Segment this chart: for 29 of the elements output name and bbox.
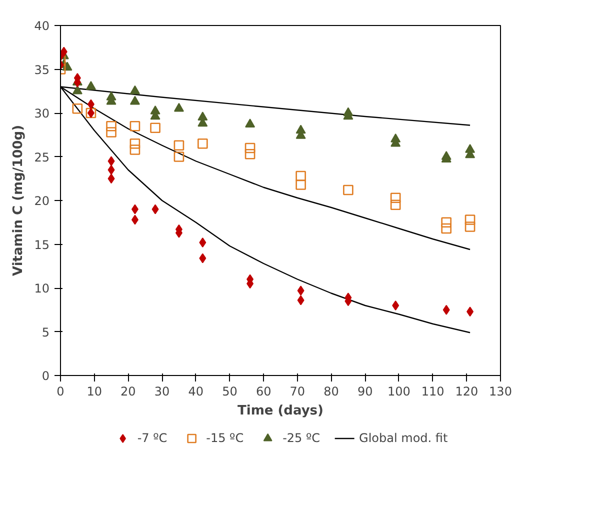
x-tick-label: 80 <box>324 384 339 398</box>
x-tick-label: 0 <box>56 384 64 398</box>
y-axis-title: Vitamin C (mg/100g) <box>11 124 26 276</box>
y-tick-label: 35 <box>34 62 50 77</box>
y-tick-label: 0 <box>42 369 50 383</box>
x-tick-label: 110 <box>421 384 444 398</box>
legend-label: -25 ºC <box>282 431 320 445</box>
y-tick-label: 15 <box>34 238 50 252</box>
x-tick-label: 30 <box>154 384 170 398</box>
x-tick-label: 10 <box>86 384 102 398</box>
y-tick-label: 5 <box>42 325 50 340</box>
y-tick-label: 30 <box>34 106 50 120</box>
legend-label: Global mod. fit <box>359 431 448 445</box>
x-tick-label: 20 <box>120 384 136 398</box>
y-tick-label: 25 <box>34 150 50 164</box>
legend-label: -7 ºC <box>137 431 168 445</box>
x-tick-label: 130 <box>489 384 512 398</box>
y-tick-label: 10 <box>34 282 50 296</box>
x-tick-label: 90 <box>357 384 373 398</box>
x-tick-label: 120 <box>455 384 478 398</box>
legend-label: -15 ºC <box>206 431 244 445</box>
x-tick-label: 60 <box>256 384 272 398</box>
x-tick-label: 100 <box>388 384 410 398</box>
x-tick-label: 70 <box>290 384 306 398</box>
y-tick-label: 40 <box>34 19 50 33</box>
x-tick-label: 50 <box>222 384 238 398</box>
x-tick-label: 40 <box>188 384 204 398</box>
y-tick-label: 20 <box>34 194 50 208</box>
x-axis-title: Time (days) <box>238 404 324 418</box>
